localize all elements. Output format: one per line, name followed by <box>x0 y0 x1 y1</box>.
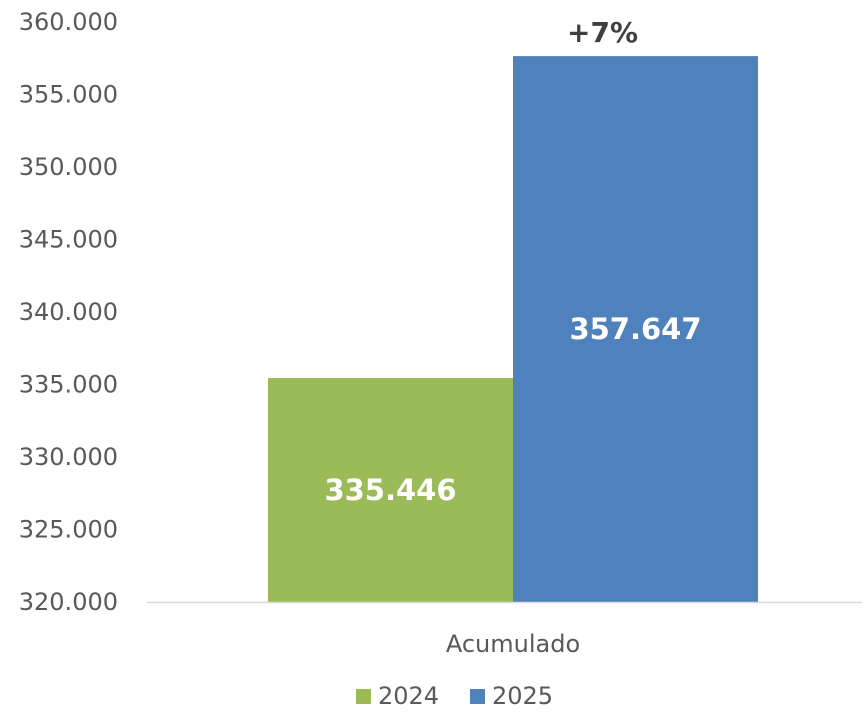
y-tick-label: 320.000 <box>19 588 118 616</box>
y-tick-label: 340.000 <box>19 298 118 326</box>
bars <box>268 56 758 602</box>
y-tick-label: 350.000 <box>19 153 118 181</box>
y-tick-label: 355.000 <box>19 81 118 109</box>
legend-swatch-2024 <box>356 689 371 704</box>
y-tick-label: 335.000 <box>19 371 118 399</box>
bar-data-labels: 335.446 357.647 <box>324 312 701 507</box>
y-tick-label: 325.000 <box>19 516 118 544</box>
data-label-2025: 357.647 <box>569 312 701 346</box>
bar-2024 <box>268 378 513 602</box>
legend-swatch-2025 <box>470 689 485 704</box>
legend: 2024 2025 <box>356 682 553 710</box>
legend-label-2025: 2025 <box>492 682 553 710</box>
y-axis-tick-labels: 320.000 325.000 330.000 335.000 340.000 345.0… <box>19 8 118 616</box>
legend-label-2024: 2024 <box>378 682 439 710</box>
change-annotation: +7% <box>567 16 638 49</box>
y-tick-label: 345.000 <box>19 226 118 254</box>
bar-2025 <box>513 56 758 602</box>
y-tick-label: 330.000 <box>19 443 118 471</box>
data-label-2024: 335.446 <box>324 473 456 507</box>
y-tick-label: 360.000 <box>19 8 118 36</box>
x-category-label: Acumulado <box>446 630 580 658</box>
